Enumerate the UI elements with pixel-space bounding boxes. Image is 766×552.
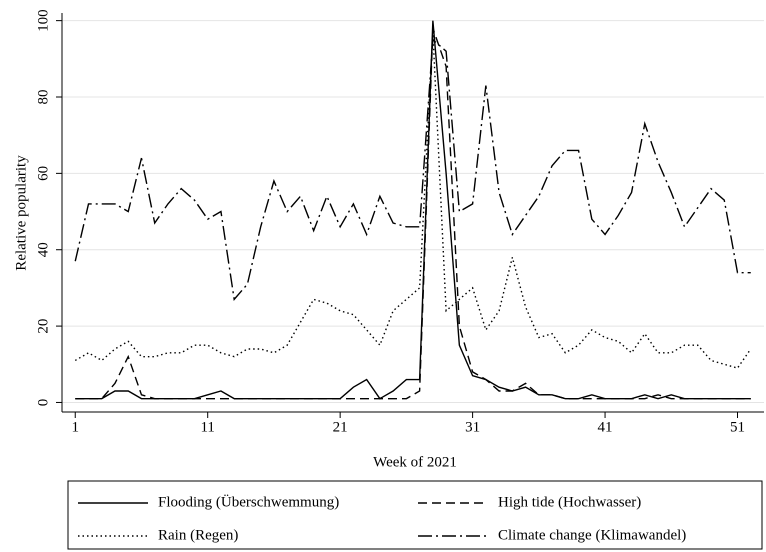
legend-box <box>67 480 763 550</box>
y-tick-label: 80 <box>35 90 51 105</box>
x-tick-label: 41 <box>598 419 613 435</box>
y-tick-label: 0 <box>35 399 51 407</box>
legend-label: Rain (Regen) <box>158 527 238 543</box>
series-line <box>74 38 751 301</box>
legend-label: Climate change (Klimawandel) <box>498 527 686 543</box>
x-tick-label: 31 <box>465 419 480 435</box>
series-line <box>75 20 751 400</box>
y-tick-label: 40 <box>35 242 51 257</box>
x-tick-label: 51 <box>730 419 745 435</box>
x-axis-label: Week of 2021 <box>373 454 457 470</box>
x-tick-label: 11 <box>200 419 214 435</box>
y-tick-label: 20 <box>35 319 51 334</box>
x-tick-label: 1 <box>71 419 79 435</box>
legend-label: Flooding (Überschwemmung) <box>158 493 339 510</box>
y-tick-label: 100 <box>35 9 51 32</box>
y-axis-label: Relative popularity <box>13 155 29 271</box>
y-tick-label: 60 <box>35 166 51 181</box>
legend-label: High tide (Hochwasser) <box>498 494 641 510</box>
x-tick-label: 21 <box>333 419 348 435</box>
series-line <box>74 32 752 369</box>
